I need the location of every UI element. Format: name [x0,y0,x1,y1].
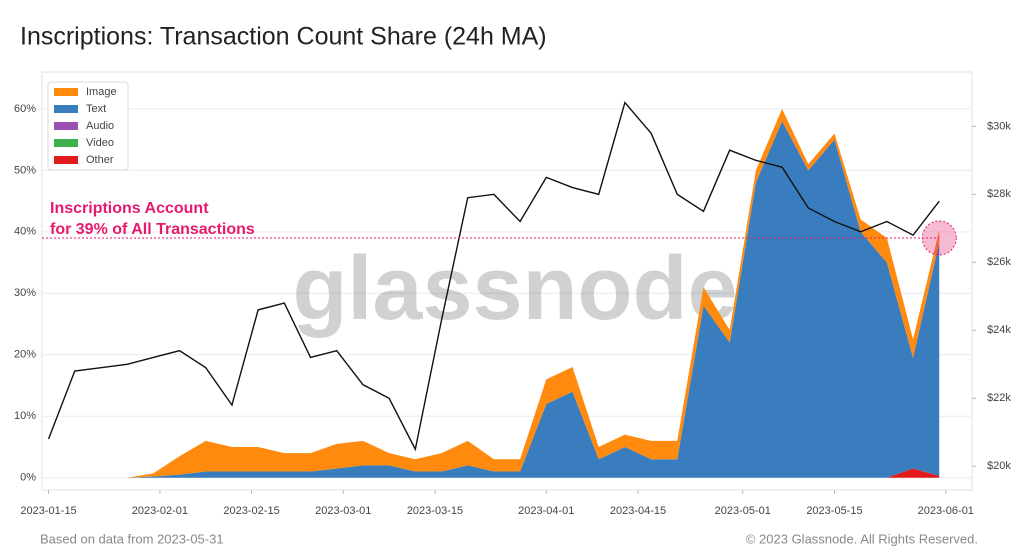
y2-tick-label: $20k [987,460,1011,472]
chart-title: Inscriptions: Transaction Count Share (2… [20,23,547,51]
y-tick-label: 10% [14,410,36,422]
x-tick-label: 2023-01-15 [20,505,76,517]
legend-swatch [54,105,78,113]
legend-swatch [54,88,78,96]
y2-tick-label: $22k [987,392,1011,404]
y2-tick-label: $26k [987,256,1011,268]
legend-label: Other [86,154,114,166]
x-tick-label: 2023-04-01 [518,505,574,517]
y2-tick-label: $30k [987,120,1011,132]
watermark: glassnode [292,239,737,339]
y-tick-label: 40% [14,226,36,238]
x-tick-label: 2023-03-01 [315,505,371,517]
y-tick-label: 50% [14,164,36,176]
y-tick-label: 60% [14,103,36,115]
x-tick-label: 2023-06-01 [918,505,974,517]
legend-swatch [54,122,78,130]
area [48,121,940,478]
y-tick-label: 30% [14,287,36,299]
plot-frame [41,71,973,491]
y2-tick-label: $28k [987,188,1011,200]
x-tick-label: 2023-05-01 [715,505,771,517]
x-tick-label: 2023-02-01 [132,505,188,517]
annotation-text: Inscriptions Account [50,200,209,217]
annotation-circle [921,220,957,256]
legend-label: Text [86,103,106,115]
legend-label: Audio [86,120,114,132]
source-note: Based on data from 2023-05-31 [40,531,224,546]
x-tick-label: 2023-04-15 [610,505,666,517]
legend-label: Image [86,86,117,98]
legend: Image Text Audio Video Other [47,81,129,171]
x-tick-label: 2023-02-15 [223,505,279,517]
legend-swatch [54,139,78,147]
legend-swatch [54,156,78,164]
y-tick-label: 0% [20,472,36,484]
x-tick-label: 2023-03-15 [407,505,463,517]
legend-label: Video [86,137,114,149]
copyright: © 2023 Glassnode. All Rights Reserved. [746,531,978,546]
y2-tick-label: $24k [987,324,1011,336]
annotation-text: for 39% of All Transactions [50,221,255,238]
x-tick-label: 2023-05-15 [806,505,862,517]
price-line [47,101,940,452]
y-tick-label: 20% [14,349,36,361]
legend-box [47,81,129,171]
